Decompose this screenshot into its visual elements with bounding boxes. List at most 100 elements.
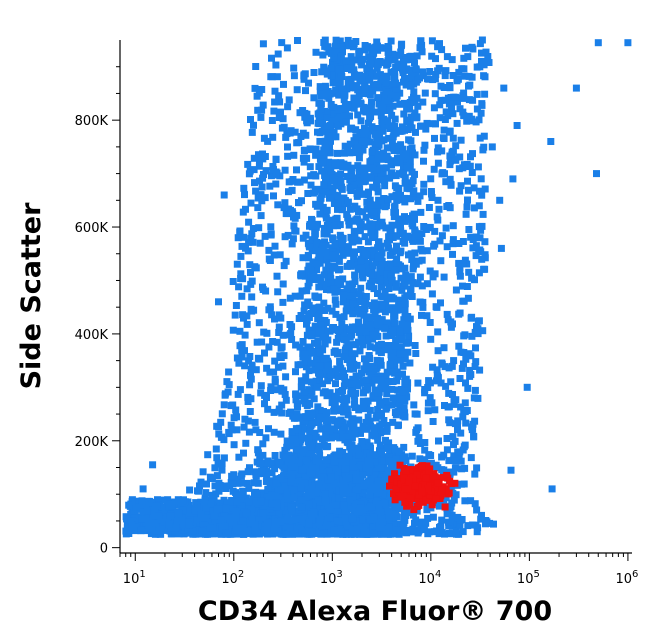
data-point <box>322 248 330 256</box>
data-point <box>372 497 380 505</box>
data-point <box>459 297 467 305</box>
data-point <box>463 203 471 211</box>
data-point <box>241 191 248 199</box>
data-point <box>295 392 303 400</box>
data-point <box>299 107 307 114</box>
data-point <box>466 162 474 170</box>
data-point <box>234 479 242 487</box>
data-point <box>259 40 267 48</box>
data-point <box>461 441 469 449</box>
data-point <box>311 188 319 196</box>
data-point <box>351 430 359 438</box>
data-point <box>280 471 288 479</box>
data-point <box>425 204 433 211</box>
data-point <box>368 208 376 216</box>
data-point <box>384 378 392 386</box>
data-point <box>477 515 485 523</box>
data-point <box>333 464 340 472</box>
data-point <box>445 457 453 465</box>
data-point <box>324 133 332 140</box>
data-point <box>292 368 299 376</box>
data-point <box>346 176 354 184</box>
data-point <box>332 433 340 441</box>
data-point <box>343 285 351 293</box>
data-point <box>410 187 418 195</box>
data-point <box>302 473 310 481</box>
data-point <box>362 328 370 336</box>
data-point <box>363 71 371 79</box>
data-point <box>388 122 396 130</box>
data-point <box>407 195 414 203</box>
data-point <box>233 475 241 483</box>
data-point <box>331 392 339 400</box>
data-point <box>470 394 478 402</box>
data-point <box>314 341 322 349</box>
data-point <box>312 48 320 56</box>
data-point <box>251 418 259 426</box>
data-point <box>247 116 254 123</box>
data-point <box>407 81 415 89</box>
data-point <box>442 108 450 116</box>
data-point <box>303 358 310 366</box>
data-point <box>304 190 312 197</box>
data-point <box>386 174 394 182</box>
data-point <box>470 433 478 441</box>
data-point <box>337 170 345 178</box>
data-point <box>356 347 364 355</box>
data-point <box>293 410 301 418</box>
data-point <box>336 314 344 322</box>
data-point <box>404 348 412 356</box>
data-point <box>262 434 270 442</box>
data-point <box>465 350 473 358</box>
data-point <box>336 78 344 85</box>
data-point <box>316 451 324 459</box>
data-point <box>437 523 445 530</box>
data-point <box>407 273 415 281</box>
data-point <box>367 60 375 68</box>
data-point <box>337 388 345 395</box>
data-point <box>319 51 327 59</box>
data-point <box>316 210 324 218</box>
data-point <box>342 107 350 115</box>
data-point <box>349 515 357 523</box>
data-point <box>388 368 396 376</box>
data-point <box>403 184 411 192</box>
data-point <box>300 509 308 516</box>
data-point <box>375 155 383 163</box>
data-point <box>421 439 429 446</box>
data-point <box>303 320 310 328</box>
data-point <box>347 341 355 349</box>
data-point <box>416 237 424 245</box>
data-point <box>443 435 451 442</box>
data-point <box>374 290 381 297</box>
data-point <box>346 140 354 148</box>
data-point <box>384 507 392 515</box>
data-point <box>461 399 469 407</box>
data-point <box>253 491 261 499</box>
data-point <box>229 480 237 488</box>
data-point <box>382 529 390 537</box>
data-point <box>395 447 403 455</box>
data-point <box>356 218 364 226</box>
data-point <box>431 227 439 235</box>
data-point <box>269 338 277 345</box>
data-point <box>402 339 410 347</box>
data-point <box>329 234 337 242</box>
data-point <box>284 152 292 160</box>
data-point <box>247 395 255 403</box>
data-point <box>338 461 346 469</box>
data-point <box>380 275 388 283</box>
data-point <box>354 508 362 516</box>
data-point <box>339 251 347 259</box>
data-point <box>244 160 252 168</box>
data-point <box>258 183 266 191</box>
data-point <box>353 72 361 80</box>
data-point <box>333 182 341 190</box>
data-point <box>317 105 325 113</box>
data-point <box>317 194 325 202</box>
data-point <box>441 363 449 371</box>
data-point <box>429 120 437 128</box>
data-point <box>358 61 366 69</box>
data-point <box>350 401 358 408</box>
data-point <box>350 227 358 235</box>
